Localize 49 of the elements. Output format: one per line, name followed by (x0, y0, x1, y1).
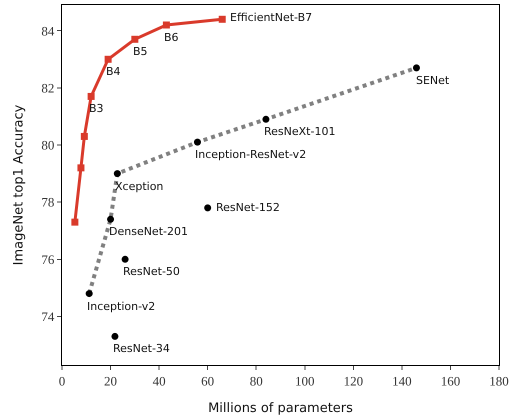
point (122, 256, 129, 263)
point (86, 290, 93, 298)
y-tick-label: 74 (41, 308, 55, 324)
point (77, 164, 84, 172)
y-tick-label: 78 (41, 194, 54, 210)
annotation: SENet (416, 74, 450, 87)
point (412, 64, 420, 72)
y-axis-title: ImageNet top1 Accuracy (11, 104, 26, 266)
x-tick-label: 180 (489, 374, 509, 389)
point (262, 116, 270, 123)
x-tick-label: 120 (344, 374, 364, 389)
annotation: B6 (164, 31, 179, 44)
annotation: Inception-ResNet-v2 (195, 148, 306, 161)
point (80, 132, 88, 140)
point (71, 218, 78, 226)
annotation: ResNet-152 (216, 201, 280, 214)
point (218, 16, 226, 23)
point (104, 56, 112, 63)
y-tick-label: 80 (41, 138, 54, 153)
point (111, 332, 118, 340)
y-tick-label: 76 (41, 252, 55, 267)
annotation: B5 (133, 45, 148, 58)
x-tick-label: 60 (201, 374, 214, 389)
annotation: B4 (106, 65, 121, 78)
x-tick-label: 0 (58, 374, 66, 389)
x-tick-label: 80 (250, 374, 263, 389)
point (114, 170, 121, 178)
x-axis-title: Millions of parameters (208, 401, 354, 416)
y-tick-label: 84 (41, 23, 55, 38)
annotation: Inception-v2 (87, 300, 156, 313)
point (107, 216, 114, 223)
point (162, 22, 170, 28)
point (131, 36, 138, 43)
x-tick-label: 100 (295, 374, 315, 389)
annotation: ResNet-34 (113, 342, 170, 355)
y-tick-label: 82 (41, 80, 54, 96)
point (194, 138, 201, 146)
annotation: ResNeXt-101 (264, 125, 336, 138)
annotation: B3 (89, 102, 104, 115)
annotation: EfficientNet-B7 (230, 11, 312, 24)
x-tick-label: 160 (440, 374, 460, 389)
x-tick-label: 140 (392, 374, 412, 389)
point (204, 204, 212, 212)
x-tick-label: 40 (152, 374, 166, 389)
annotation: ResNet-50 (123, 265, 180, 278)
annotation: DenseNet-201 (109, 225, 188, 238)
annotation: Xception (115, 180, 164, 193)
x-tick-label: 20 (104, 374, 118, 389)
point (88, 92, 95, 100)
